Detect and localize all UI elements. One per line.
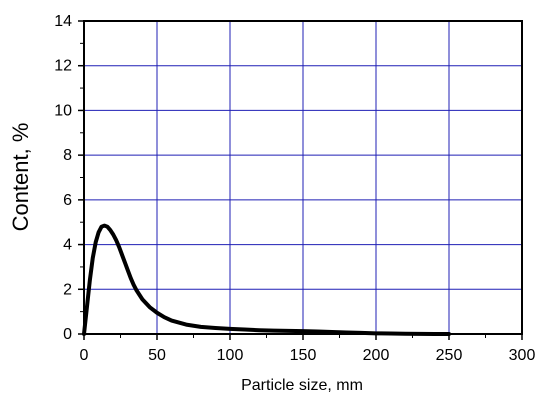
x-tick-label: 200 [363, 347, 390, 364]
axes: 0 50 100 150 200 250 300 0 2 4 6 8 10 12 14 [54, 13, 535, 364]
x-tick-label: 0 [80, 347, 89, 364]
grid [84, 21, 522, 334]
x-tick-label: 150 [290, 347, 317, 364]
series [82, 223, 451, 336]
y-tick-label: 12 [54, 58, 72, 75]
x-axis-label: Particle size, mm [241, 377, 363, 394]
y-tick-label: 8 [63, 147, 72, 164]
y-tick-label: 0 [63, 326, 72, 343]
y-tick-label: 10 [54, 102, 72, 119]
series-line [82, 223, 451, 336]
y-tick-label: 2 [63, 281, 72, 298]
y-tick-label: 14 [54, 13, 72, 30]
y-axis-label: Content, % [8, 123, 33, 232]
x-tick-label: 300 [509, 347, 536, 364]
x-tick-label: 100 [217, 347, 244, 364]
y-tick-label: 4 [63, 237, 72, 254]
y-tick-label: 6 [63, 192, 72, 209]
x-tick-label: 250 [436, 347, 463, 364]
x-tick-label: 50 [148, 347, 166, 364]
